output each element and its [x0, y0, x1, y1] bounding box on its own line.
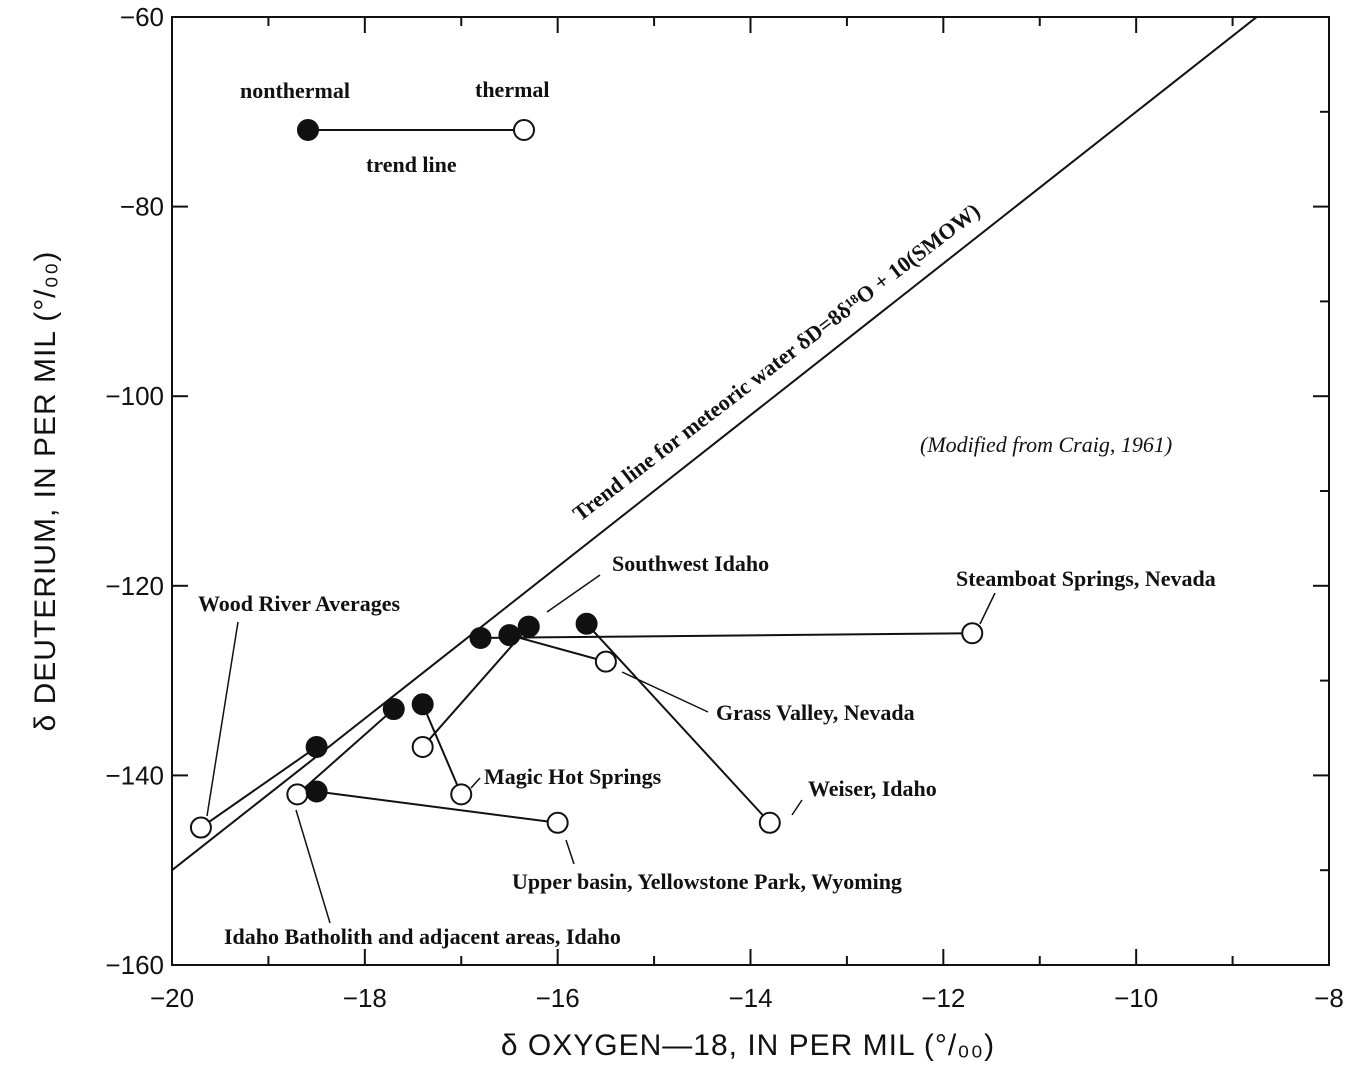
trend-line-segment [480, 632, 973, 639]
leader-line [470, 777, 481, 789]
source-note: (Modified from Craig, 1961) [920, 432, 1172, 457]
thermal-point [411, 735, 434, 758]
legend-nonthermal-marker [297, 119, 319, 141]
y-tick-label: −60 [120, 2, 164, 32]
thermal-point [594, 650, 617, 673]
series-label: Magic Hot Springs [484, 764, 662, 789]
leader-line [546, 574, 601, 613]
thermal-point [758, 811, 781, 834]
y-tick-label: −140 [105, 760, 164, 790]
x-tick-label: −12 [921, 983, 965, 1013]
meteoric-water-line [172, 17, 1259, 871]
trend-line-segment [509, 634, 607, 663]
x-tick-label: −10 [1114, 983, 1158, 1013]
series-label: Idaho Batholith and adjacent areas, Idah… [224, 924, 621, 949]
trend-line-segment [316, 790, 558, 824]
trend-line-segment [421, 703, 463, 795]
nonthermal-point [469, 626, 492, 649]
thermal-point [450, 783, 473, 806]
series-label: Steamboat Springs, Nevada [956, 566, 1216, 591]
trend-line-segment [585, 623, 771, 824]
nonthermal-point [411, 693, 434, 716]
trend-line-segment [200, 746, 318, 829]
legend-thermal-label: thermal [475, 77, 550, 102]
y-axis-title: δ DEUTERIUM, IN PER MIL (°/₀₀) [29, 251, 62, 732]
nonthermal-point [382, 698, 405, 721]
y-tick-label: −100 [105, 381, 164, 411]
thermal-point [189, 816, 212, 839]
nonthermal-point [575, 612, 598, 635]
series-label: Wood River Averages [198, 591, 400, 616]
x-tick-label: −16 [536, 983, 580, 1013]
trend-line-segment [296, 708, 395, 796]
meteoric-line-label: Trend line for meteoric water δD=8δ¹⁸O +… [568, 198, 985, 526]
legend-trend-label: trend line [366, 152, 457, 177]
y-tick-label: −80 [120, 192, 164, 222]
leader-line [979, 592, 996, 625]
x-tick-label: −14 [728, 983, 772, 1013]
legend-nonthermal-label: nonthermal [240, 78, 350, 103]
x-axis-title: δ OXYGEN—18, IN PER MIL (°/₀₀) [501, 1029, 995, 1062]
thermal-point [546, 811, 569, 834]
leader-line [621, 671, 709, 713]
legend: nonthermal thermal trend line [240, 77, 550, 177]
leader-line [206, 621, 239, 817]
series-label: Upper basin, Yellowstone Park, Wyoming [512, 869, 902, 894]
thermal-point [961, 622, 984, 645]
x-tick-label: −8 [1314, 983, 1344, 1013]
x-tick-label: −18 [343, 983, 387, 1013]
y-tick-label: −120 [105, 571, 164, 601]
series-label: Weiser, Idaho [808, 776, 937, 801]
nonthermal-point [498, 624, 521, 647]
nonthermal-point [305, 735, 328, 758]
plot-frame [171, 16, 1330, 966]
nonthermal-point [305, 780, 328, 803]
leader-line [295, 809, 331, 924]
legend-thermal-marker [513, 119, 535, 141]
nonthermal-point [517, 615, 540, 638]
x-tick-label: −20 [150, 983, 194, 1013]
leader-line [791, 799, 803, 816]
trend-line-segment [421, 625, 530, 748]
thermal-point [286, 783, 309, 806]
leader-line [565, 839, 575, 865]
series-label: Grass Valley, Nevada [716, 700, 915, 725]
y-tick-label: −160 [105, 950, 164, 980]
series-label: Southwest Idaho [612, 551, 769, 576]
